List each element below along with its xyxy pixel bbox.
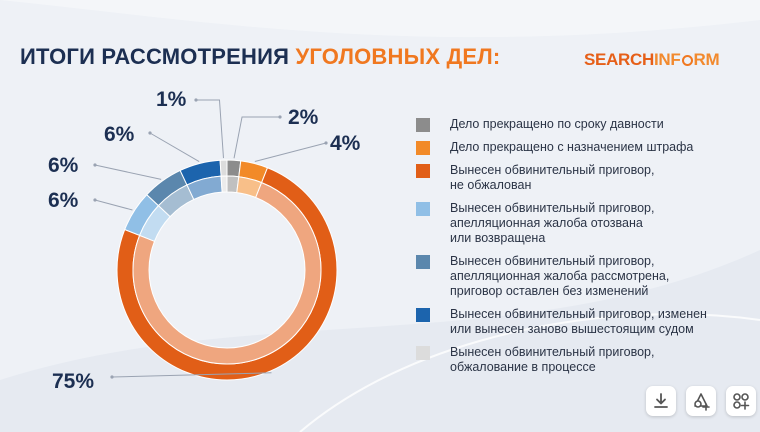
legend-item: Вынесен обвинительный приговор, апелляци… xyxy=(416,254,720,299)
legend-item: Дело прекращено с назначением штрафа xyxy=(416,140,720,155)
legend-item: Вынесен обвинительный приговор, изменен … xyxy=(416,307,720,337)
logo-part-3: F xyxy=(670,50,681,69)
logo-ring-icon xyxy=(681,55,693,66)
legend-label: Вынесен обвинительный приговор, не обжал… xyxy=(450,163,655,192)
logo-part-2: IN xyxy=(654,50,671,69)
legend-item: Вынесен обвинительный приговор, обжалова… xyxy=(416,345,720,375)
legend-swatch xyxy=(416,308,430,322)
legend-swatch xyxy=(416,255,430,269)
leader-line-3 xyxy=(94,199,133,211)
leader-dot-6 xyxy=(194,98,198,102)
donut-slice-inner-2 xyxy=(132,181,322,365)
leader-dot-0 xyxy=(278,115,282,119)
legend-label: Вынесен обвинительный приговор, обжалова… xyxy=(450,345,655,374)
logo-part-4: RM xyxy=(693,50,720,69)
searchinform-logo: SEARCHINF RM xyxy=(584,50,720,70)
legend-item: Дело прекращено по сроку давности xyxy=(416,117,720,132)
leader-line-6 xyxy=(196,99,224,159)
expand-icon xyxy=(733,393,750,410)
data-label-2: 75% xyxy=(52,370,94,393)
leader-line-0 xyxy=(233,116,280,159)
page-title: ИТОГИ РАССМОТРЕНИЯ УГОЛОВНЫХ ДЕЛ: xyxy=(20,44,500,70)
share-button[interactable] xyxy=(686,386,716,416)
data-label-4: 6% xyxy=(48,154,79,177)
leader-dot-5 xyxy=(148,131,152,135)
legend-swatch xyxy=(416,164,430,178)
legend-swatch xyxy=(416,141,430,155)
legend-label: Дело прекращено по сроку давности xyxy=(450,117,664,131)
legend-label: Вынесен обвинительный приговор, апелляци… xyxy=(450,201,655,245)
leader-dot-4 xyxy=(93,163,97,167)
leader-line-5 xyxy=(149,132,200,162)
donut-slice-outer-6 xyxy=(219,159,228,177)
download-button[interactable] xyxy=(646,386,676,416)
data-label-1: 4% xyxy=(330,132,361,155)
legend-swatch xyxy=(416,202,430,216)
leader-dot-3 xyxy=(93,198,97,202)
legend-item: Вынесен обвинительный приговор, не обжал… xyxy=(416,163,720,193)
expand-button[interactable] xyxy=(726,386,756,416)
data-label-0: 2% xyxy=(288,106,319,129)
legend-swatch xyxy=(416,346,430,360)
legend-label: Вынесен обвинительный приговор, апелляци… xyxy=(450,254,670,298)
legend-label: Вынесен обвинительный приговор, изменен … xyxy=(450,307,707,336)
download-icon xyxy=(654,393,668,408)
leader-line-1 xyxy=(254,142,327,163)
legend-item: Вынесен обвинительный приговор, апелляци… xyxy=(416,201,720,246)
donut-slice-inner-6 xyxy=(220,175,228,193)
leader-dot-1 xyxy=(324,141,328,145)
logo-part-1: SEARCH xyxy=(584,50,654,69)
legend-label: Дело прекращено с назначением штрафа xyxy=(450,140,694,154)
title-accent: УГОЛОВНЫХ ДЕЛ: xyxy=(295,44,501,69)
legend-swatch xyxy=(416,118,430,132)
share-icon xyxy=(694,393,710,411)
data-label-6: 1% xyxy=(156,88,187,111)
data-label-5: 6% xyxy=(104,123,135,146)
leader-dot-2 xyxy=(110,375,114,379)
leader-line-4 xyxy=(94,164,162,180)
leader-line-2 xyxy=(111,372,272,378)
data-label-3: 6% xyxy=(48,189,79,212)
title-main: ИТОГИ РАССМОТРЕНИЯ xyxy=(20,44,290,69)
